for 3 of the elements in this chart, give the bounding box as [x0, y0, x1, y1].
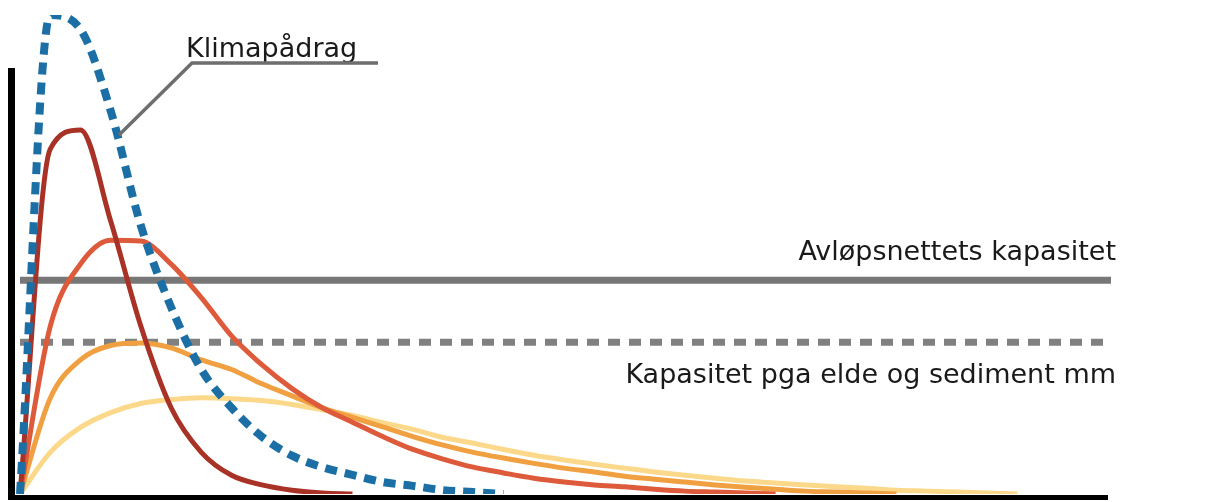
ref-line-label: Kapasitet pga elde og sediment mm	[625, 357, 1116, 389]
annotation: Klimapådrag	[186, 32, 358, 63]
ref-line-label: Avløpsnettets kapasitet	[798, 234, 1116, 266]
